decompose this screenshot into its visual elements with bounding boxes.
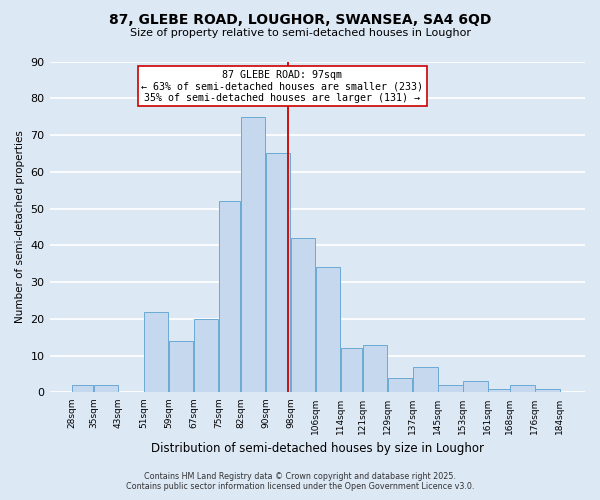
Bar bbox=[388, 378, 412, 392]
Bar bbox=[266, 154, 290, 392]
Bar bbox=[144, 312, 168, 392]
Text: Contains HM Land Registry data © Crown copyright and database right 2025.
Contai: Contains HM Land Registry data © Crown c… bbox=[126, 472, 474, 491]
Bar bbox=[194, 319, 218, 392]
Text: Size of property relative to semi-detached houses in Loughor: Size of property relative to semi-detach… bbox=[130, 28, 470, 38]
Bar bbox=[341, 348, 362, 393]
Bar bbox=[438, 385, 463, 392]
Bar bbox=[510, 385, 535, 392]
Text: 87 GLEBE ROAD: 97sqm
← 63% of semi-detached houses are smaller (233)
35% of semi: 87 GLEBE ROAD: 97sqm ← 63% of semi-detac… bbox=[142, 70, 424, 103]
Bar bbox=[488, 389, 509, 392]
Bar bbox=[535, 389, 560, 392]
Bar bbox=[169, 341, 193, 392]
Bar bbox=[363, 344, 388, 393]
Bar bbox=[316, 268, 340, 392]
Y-axis label: Number of semi-detached properties: Number of semi-detached properties bbox=[15, 130, 25, 324]
Bar bbox=[291, 238, 316, 392]
Bar bbox=[219, 201, 240, 392]
Bar bbox=[72, 385, 93, 392]
Bar bbox=[94, 385, 118, 392]
Text: 87, GLEBE ROAD, LOUGHOR, SWANSEA, SA4 6QD: 87, GLEBE ROAD, LOUGHOR, SWANSEA, SA4 6Q… bbox=[109, 12, 491, 26]
Bar bbox=[413, 366, 437, 392]
Bar bbox=[463, 382, 488, 392]
Bar bbox=[241, 116, 265, 392]
X-axis label: Distribution of semi-detached houses by size in Loughor: Distribution of semi-detached houses by … bbox=[151, 442, 484, 455]
